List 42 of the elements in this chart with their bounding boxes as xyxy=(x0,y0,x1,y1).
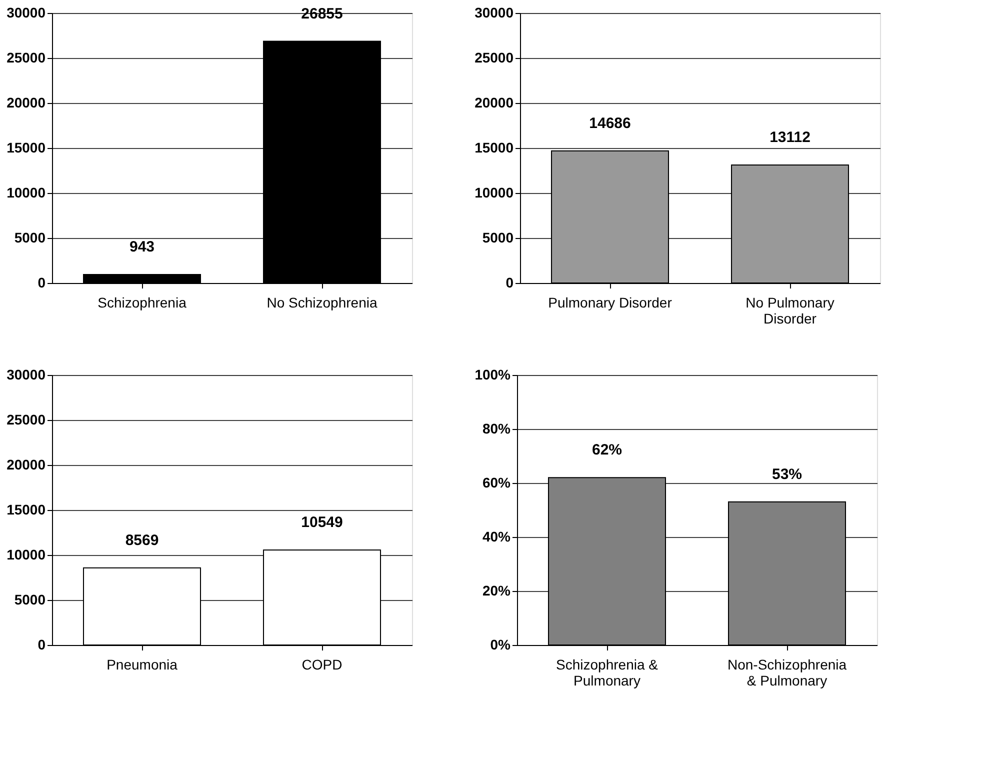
y-tick-label: 20000 xyxy=(6,456,46,472)
y-tick-label: 60% xyxy=(482,474,512,490)
y-tick-label: 15000 xyxy=(474,140,514,156)
data-label: 10549 xyxy=(301,514,343,532)
y-tick-label: 80% xyxy=(482,420,512,436)
y-tick-label: 10000 xyxy=(474,184,514,200)
y-tick-label: 5000 xyxy=(14,592,46,608)
y-tick-label: 20000 xyxy=(6,94,46,110)
data-label: 62% xyxy=(592,442,622,459)
y-tick-label: 25000 xyxy=(6,412,46,428)
y-tick-label: 20% xyxy=(482,582,512,598)
data-label: 53% xyxy=(772,466,802,483)
x-tick-label: Pneumonia xyxy=(106,656,178,672)
x-tick-label: COPD xyxy=(302,656,342,672)
y-tick-label: 0 xyxy=(38,636,46,652)
x-tick-label: Schizophrenia xyxy=(98,294,187,310)
y-tick-label: 15000 xyxy=(6,140,46,156)
y-tick-label: 15000 xyxy=(6,502,46,518)
y-tick-label: 10000 xyxy=(6,184,46,200)
y-tick-label: 30000 xyxy=(474,4,514,20)
data-label: 13112 xyxy=(770,128,810,146)
x-tick-label: Pulmonary Disorder xyxy=(548,294,672,310)
x-tick-label: Non-Schizophrenia & Pulmonary xyxy=(727,656,847,688)
y-tick-label: 40% xyxy=(482,528,512,544)
data-label: 8569 xyxy=(125,532,159,549)
y-tick-label: 30000 xyxy=(6,4,46,20)
y-tick-label: 0 xyxy=(38,274,46,290)
x-tick-label: No Pulmonary Disorder xyxy=(746,294,834,326)
x-tick-label: Schizophrenia & Pulmonary xyxy=(556,656,659,688)
y-tick-label: 25000 xyxy=(6,50,46,66)
x-tick-label: No Schizophrenia xyxy=(266,294,378,310)
data-label: 14686 xyxy=(589,114,631,132)
data-label: 943 xyxy=(129,238,155,256)
y-tick-label: 5000 xyxy=(14,230,46,246)
y-tick-label: 0% xyxy=(490,636,512,652)
y-tick-label: 25000 xyxy=(474,50,514,66)
y-tick-label: 10000 xyxy=(6,546,46,562)
y-tick-label: 30000 xyxy=(6,366,46,382)
y-tick-label: 0 xyxy=(506,274,514,290)
y-tick-label: 5000 xyxy=(482,230,514,246)
y-tick-label: 100% xyxy=(474,366,512,382)
y-tick-label: 20000 xyxy=(474,94,514,110)
